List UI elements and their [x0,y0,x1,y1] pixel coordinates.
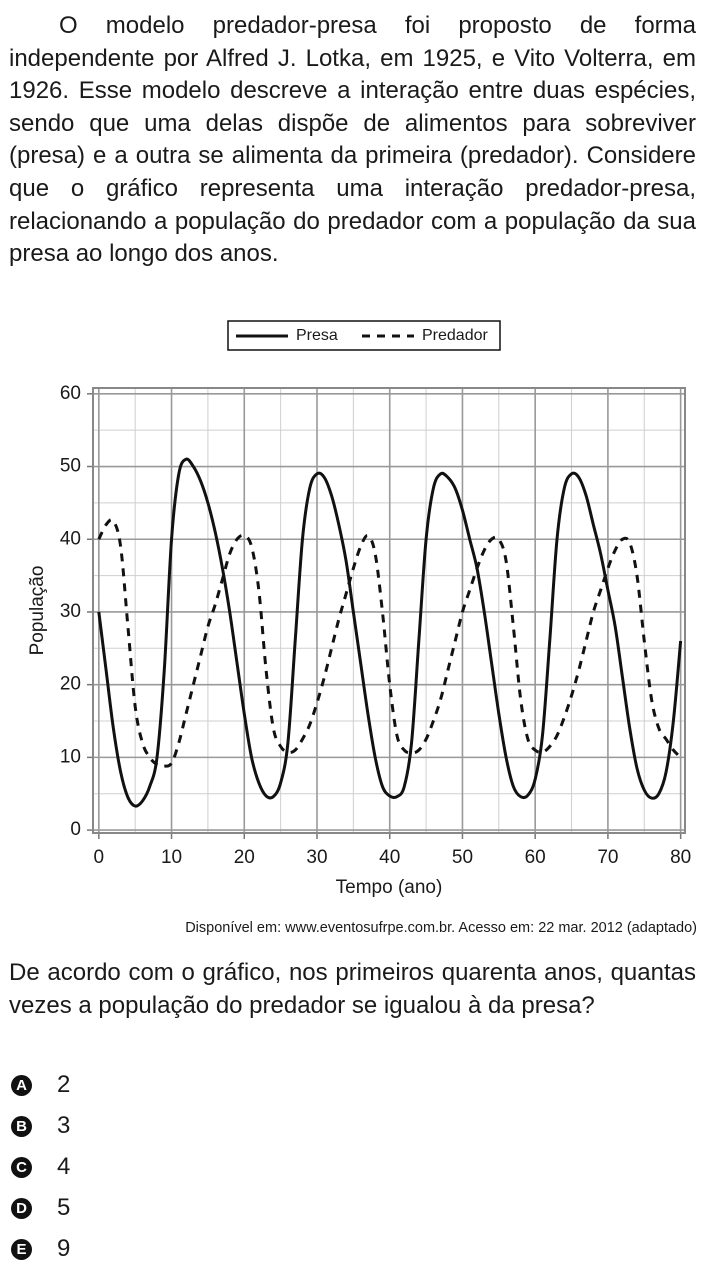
y-tick-label: 20 [60,674,81,695]
series-line [97,518,682,768]
option-text: 4 [57,1153,71,1180]
source-text: Disponível em: www.eventosufrpe.com.br. … [185,920,697,936]
option-text: 2 [57,1071,71,1098]
y-axis-label: População [27,566,48,656]
option-letter: D [11,1198,32,1219]
option-text: 3 [57,1112,71,1139]
x-tick-label: 10 [161,847,182,868]
x-tick-label: 60 [525,847,546,868]
intro-text: O modelo predador-presa foi proposto de … [9,12,696,268]
option-letter: B [11,1116,32,1137]
series-line [97,457,683,808]
plot-frame [92,387,686,834]
option-letter: E [11,1239,32,1260]
x-tick-label: 50 [452,847,473,868]
legend-label: Presa [296,327,338,344]
y-tick-label: 10 [60,746,81,767]
y-tick-label: 30 [60,601,81,622]
y-tick-label: 60 [60,383,81,404]
x-tick-label: 20 [234,847,255,868]
x-tick-label: 70 [597,847,618,868]
question-text: De acordo com o gráfico, nos primeiros q… [9,959,696,1019]
y-tick-label: 40 [60,528,81,549]
x-tick-label: 0 [94,847,105,868]
x-axis-label: Tempo (ano) [336,877,443,898]
option-letter: C [11,1157,32,1178]
option-text: 5 [57,1194,71,1221]
chart: 0 10 20 30 40 50 60 70 80 0 10 20 30 40 50 60 Tempo (ano… [27,320,691,898]
option-letter: A [11,1075,32,1096]
x-tick-label: 40 [379,847,400,868]
legend-label: Predador [422,327,488,344]
option-text: 9 [57,1235,71,1262]
x-tick-label: 30 [306,847,327,868]
x-tick-label: 80 [670,847,691,868]
y-tick-label: 50 [60,456,81,477]
y-tick-label: 0 [70,819,81,840]
